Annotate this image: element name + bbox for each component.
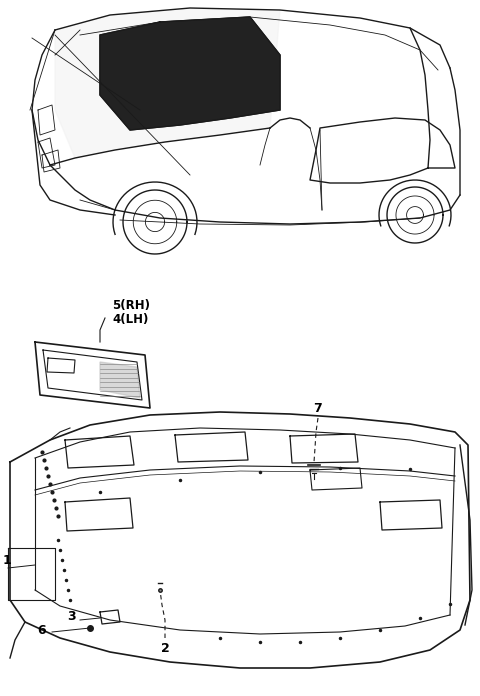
Text: 7: 7 <box>313 402 323 415</box>
Text: 2: 2 <box>161 642 169 654</box>
Text: 4(LH): 4(LH) <box>112 313 148 326</box>
Text: 1: 1 <box>3 553 12 567</box>
Text: 3: 3 <box>68 610 76 624</box>
Polygon shape <box>100 17 280 130</box>
Polygon shape <box>100 362 140 398</box>
Polygon shape <box>55 8 280 158</box>
Text: 5(RH): 5(RH) <box>112 299 150 313</box>
Text: 6: 6 <box>38 624 46 637</box>
